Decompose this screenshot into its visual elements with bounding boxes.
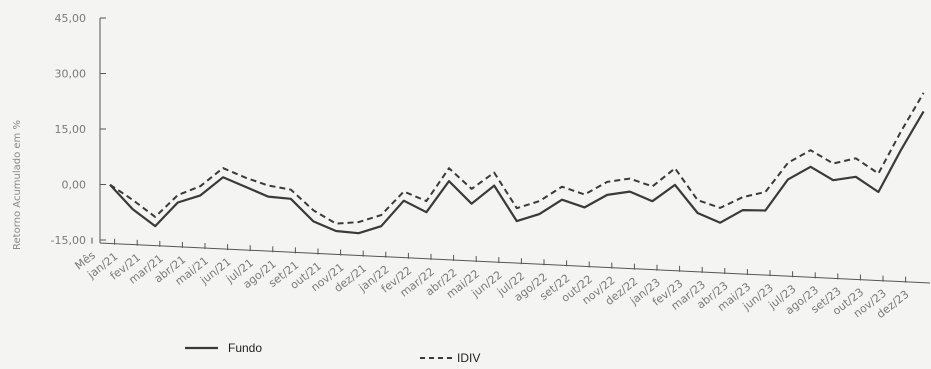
y-ticks: 45,00 30,00 15,00 0,00 -15,00 [51, 12, 106, 247]
x-ticks: Mêsjan/21fev/21mar/21abr/21mai/21jun/21j… [73, 237, 911, 321]
y-tick-label: 30,00 [55, 68, 87, 81]
y-tick-label: -15,00 [51, 234, 86, 247]
y-tick-label: 45,00 [55, 12, 87, 25]
legend-label-idiv: IDIV [457, 351, 480, 365]
y-axis-label: Retorno Acumulado em % [12, 120, 23, 250]
y-tick-label: 0,00 [62, 179, 87, 192]
y-tick-label: 15,00 [55, 123, 87, 136]
legend-label-fundo: Fundo [228, 341, 262, 355]
series-line-fundo [109, 110, 925, 235]
x-axis-line [99, 242, 931, 284]
series-line-idiv [109, 92, 925, 225]
series-group [109, 92, 925, 235]
legend: Fundo IDIV [185, 341, 480, 365]
